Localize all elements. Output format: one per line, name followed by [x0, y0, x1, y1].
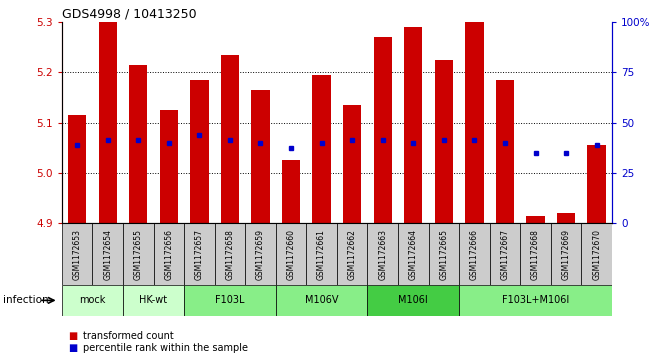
Text: GSM1172658: GSM1172658: [225, 229, 234, 280]
Text: GSM1172656: GSM1172656: [164, 229, 173, 280]
Text: ■: ■: [68, 331, 77, 341]
Bar: [343, 105, 361, 223]
Bar: [123, 285, 184, 316]
Bar: [428, 223, 459, 285]
Bar: [245, 223, 276, 285]
Text: GSM1172661: GSM1172661: [317, 229, 326, 280]
Text: GSM1172657: GSM1172657: [195, 229, 204, 280]
Text: GSM1172660: GSM1172660: [286, 229, 296, 280]
Bar: [435, 60, 453, 223]
Bar: [159, 110, 178, 223]
Text: GSM1172670: GSM1172670: [592, 229, 601, 280]
Bar: [587, 145, 606, 223]
Text: F103L+M106I: F103L+M106I: [502, 295, 569, 305]
Bar: [215, 223, 245, 285]
Bar: [251, 90, 270, 223]
Bar: [398, 223, 428, 285]
Bar: [557, 213, 575, 223]
Text: ■: ■: [68, 343, 77, 354]
Text: M106I: M106I: [398, 295, 428, 305]
Text: GSM1172654: GSM1172654: [104, 229, 112, 280]
Bar: [520, 223, 551, 285]
Text: transformed count: transformed count: [83, 331, 173, 341]
Text: GSM1172662: GSM1172662: [348, 229, 357, 280]
Bar: [490, 223, 520, 285]
Bar: [221, 54, 239, 223]
Bar: [92, 223, 123, 285]
Bar: [367, 285, 459, 316]
Bar: [98, 22, 117, 223]
Bar: [62, 223, 92, 285]
Bar: [465, 22, 484, 223]
Bar: [62, 285, 123, 316]
Bar: [527, 216, 545, 223]
Bar: [367, 223, 398, 285]
Text: GSM1172659: GSM1172659: [256, 229, 265, 280]
Text: F103L: F103L: [215, 295, 245, 305]
Bar: [276, 285, 367, 316]
Bar: [154, 223, 184, 285]
Bar: [404, 27, 422, 223]
Bar: [190, 80, 208, 223]
Text: GSM1172666: GSM1172666: [470, 229, 479, 280]
Bar: [496, 80, 514, 223]
Bar: [581, 223, 612, 285]
Text: GSM1172668: GSM1172668: [531, 229, 540, 280]
Bar: [184, 285, 276, 316]
Text: mock: mock: [79, 295, 105, 305]
Bar: [459, 285, 612, 316]
Text: GSM1172665: GSM1172665: [439, 229, 449, 280]
Text: M106V: M106V: [305, 295, 339, 305]
Bar: [337, 223, 367, 285]
Bar: [551, 223, 581, 285]
Text: GSM1172667: GSM1172667: [501, 229, 510, 280]
Text: HK-wt: HK-wt: [139, 295, 167, 305]
Text: GDS4998 / 10413250: GDS4998 / 10413250: [62, 8, 197, 21]
Text: infection: infection: [3, 295, 49, 305]
Text: percentile rank within the sample: percentile rank within the sample: [83, 343, 247, 354]
Text: GSM1172664: GSM1172664: [409, 229, 418, 280]
Bar: [459, 223, 490, 285]
Text: GSM1172653: GSM1172653: [73, 229, 81, 280]
Text: GSM1172669: GSM1172669: [562, 229, 570, 280]
Bar: [276, 223, 307, 285]
Bar: [184, 223, 215, 285]
Bar: [282, 160, 300, 223]
Bar: [68, 115, 87, 223]
Text: GSM1172663: GSM1172663: [378, 229, 387, 280]
Bar: [123, 223, 154, 285]
Bar: [374, 37, 392, 223]
Bar: [129, 65, 147, 223]
Bar: [312, 75, 331, 223]
Bar: [307, 223, 337, 285]
Text: GSM1172655: GSM1172655: [133, 229, 143, 280]
